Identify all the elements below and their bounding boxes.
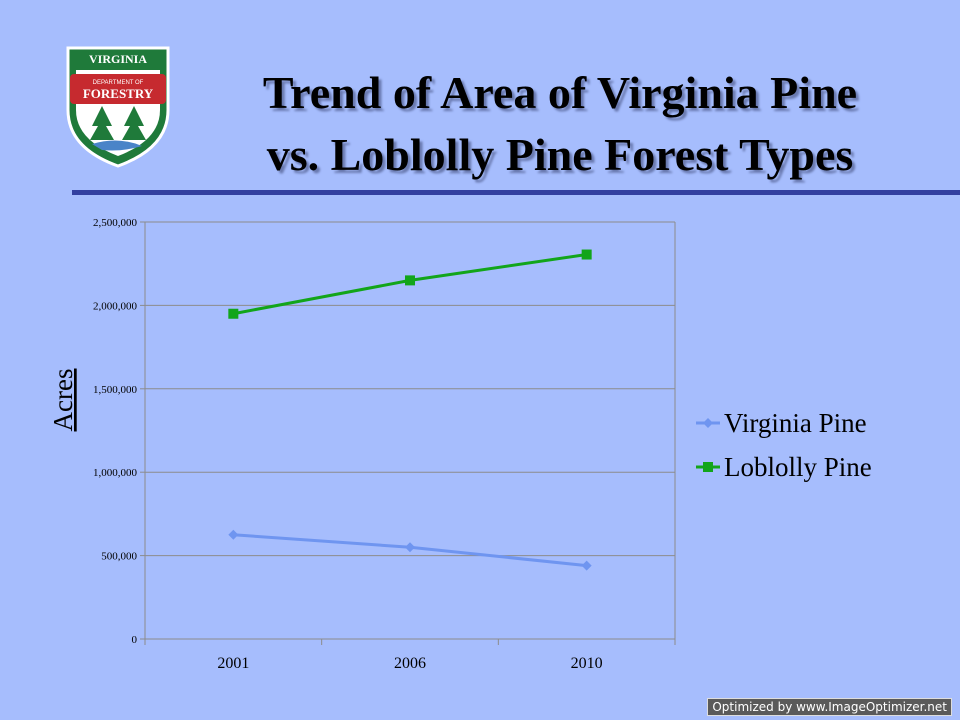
- legend-marker-loblolly-pine: [703, 462, 713, 472]
- x-tick-label: 2010: [571, 655, 603, 672]
- data-point-loblolly-pine: [405, 275, 415, 286]
- data-point-virginia-pine: [228, 529, 239, 540]
- title-line-2: vs. Loblolly Pine Forest Types: [266, 129, 854, 180]
- y-tick-label: 2,500,000: [93, 217, 138, 229]
- logo-main-text: FORESTRY: [83, 86, 154, 101]
- data-point-virginia-pine: [405, 542, 415, 553]
- optimizer-badge: Optimized by www.ImageOptimizer.net: [707, 698, 952, 716]
- y-tick-label: 1,000,000: [93, 467, 138, 479]
- title-line-1: Trend of Area of Virginia Pine: [262, 67, 858, 118]
- y-axis-label: Acres: [48, 369, 78, 432]
- data-point-loblolly-pine: [581, 249, 592, 260]
- title-divider: [72, 190, 960, 195]
- x-tick-label: 2001: [217, 655, 249, 672]
- forestry-logo: VIRGINIA DEPARTMENT OF FORESTRY: [66, 46, 170, 168]
- data-point-virginia-pine: [581, 560, 592, 571]
- legend-marker-virginia-pine: [703, 418, 713, 428]
- data-point-loblolly-pine: [228, 308, 239, 319]
- y-tick-label: 1,500,000: [93, 384, 138, 396]
- legend-label-virginia-pine: Virginia Pine: [724, 408, 867, 438]
- y-tick-label: 2,000,000: [93, 300, 138, 312]
- y-tick-label: 0: [132, 634, 138, 646]
- legend-label-loblolly-pine: Loblolly Pine: [724, 452, 872, 482]
- logo-top-text: VIRGINIA: [89, 52, 147, 66]
- y-tick-label: 500,000: [101, 551, 137, 563]
- x-tick-label: 2006: [394, 655, 426, 672]
- slide-title: Trend of Area of Virginia Pine vs. Loblo…: [180, 62, 940, 186]
- logo-middle-text: DEPARTMENT OF: [93, 80, 144, 86]
